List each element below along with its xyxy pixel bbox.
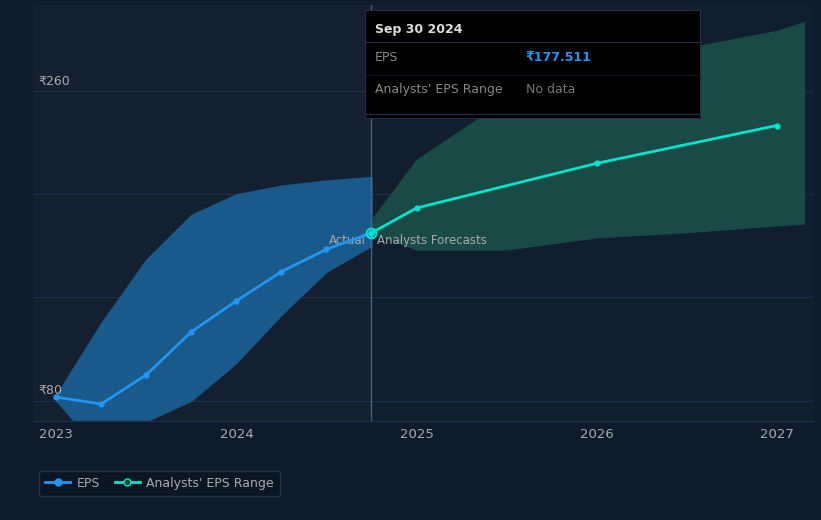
Text: No data: No data bbox=[525, 83, 576, 96]
Text: Sep 30 2024: Sep 30 2024 bbox=[375, 23, 462, 36]
Text: ₹177.511: ₹177.511 bbox=[525, 51, 592, 64]
Text: Analysts' EPS Range: Analysts' EPS Range bbox=[375, 83, 502, 96]
Text: Actual: Actual bbox=[329, 234, 366, 247]
Text: EPS: EPS bbox=[375, 51, 398, 64]
Text: ₹80: ₹80 bbox=[39, 384, 62, 397]
Bar bbox=[33, 5, 371, 421]
Text: Analysts Forecasts: Analysts Forecasts bbox=[377, 234, 487, 247]
Legend: EPS, Analysts' EPS Range: EPS, Analysts' EPS Range bbox=[39, 471, 280, 496]
Text: ₹260: ₹260 bbox=[39, 75, 70, 88]
